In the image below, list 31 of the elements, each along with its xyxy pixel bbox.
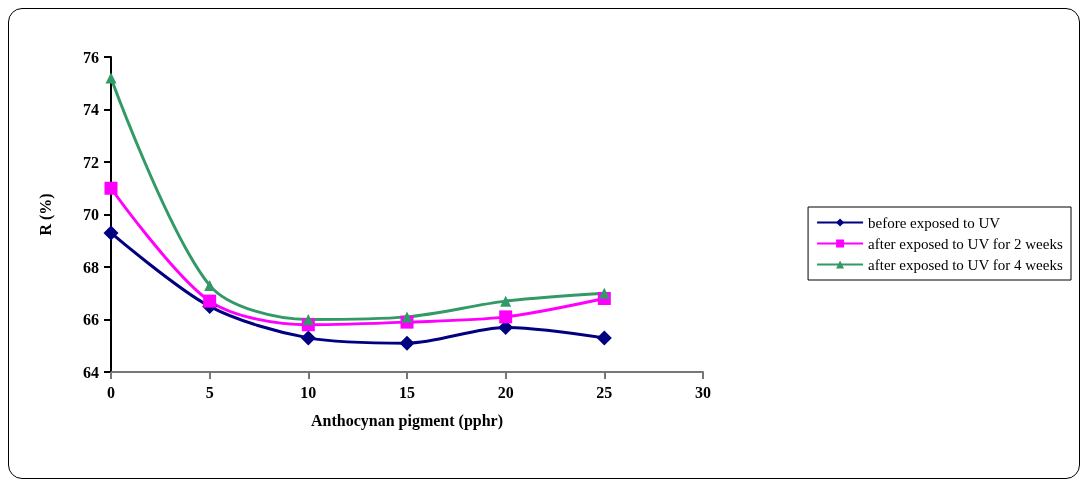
y-tick-label: 74: [83, 101, 99, 118]
x-tick-label: 0: [107, 383, 115, 401]
legend-label: after exposed to UV for 4 weeks: [868, 256, 1063, 273]
y-tick-label: 70: [83, 206, 99, 223]
y-tick-label: 76: [83, 48, 99, 66]
legend-label: before exposed to UV: [868, 214, 1001, 231]
y-axis-title: R (%): [36, 193, 55, 236]
x-tick-label: 10: [300, 383, 317, 401]
point: [104, 181, 118, 195]
point: [499, 310, 513, 324]
x-tick-label: 15: [399, 383, 415, 401]
point: [399, 335, 415, 351]
legend-label: after exposed to UV for 2 weeks: [868, 235, 1063, 252]
point: [401, 311, 413, 323]
y-tick-label: 64: [83, 363, 99, 381]
x-tick-label: 5: [205, 383, 214, 401]
point: [598, 287, 610, 299]
x-tick-label: 25: [596, 383, 613, 401]
y-tick-label: 66: [83, 311, 99, 328]
point: [105, 72, 117, 84]
point: [500, 295, 512, 307]
point: [103, 225, 119, 241]
point: [302, 314, 314, 325]
y-tick-label: 68: [83, 258, 99, 276]
point: [300, 330, 316, 346]
x-axis-title: Anthocynan pigment (pphr): [310, 411, 504, 430]
x-tick-label: 30: [695, 383, 711, 401]
point: [203, 294, 217, 308]
y-tick-label: 72: [83, 153, 99, 171]
x-tick-label: 20: [497, 383, 514, 401]
point: [596, 330, 612, 346]
